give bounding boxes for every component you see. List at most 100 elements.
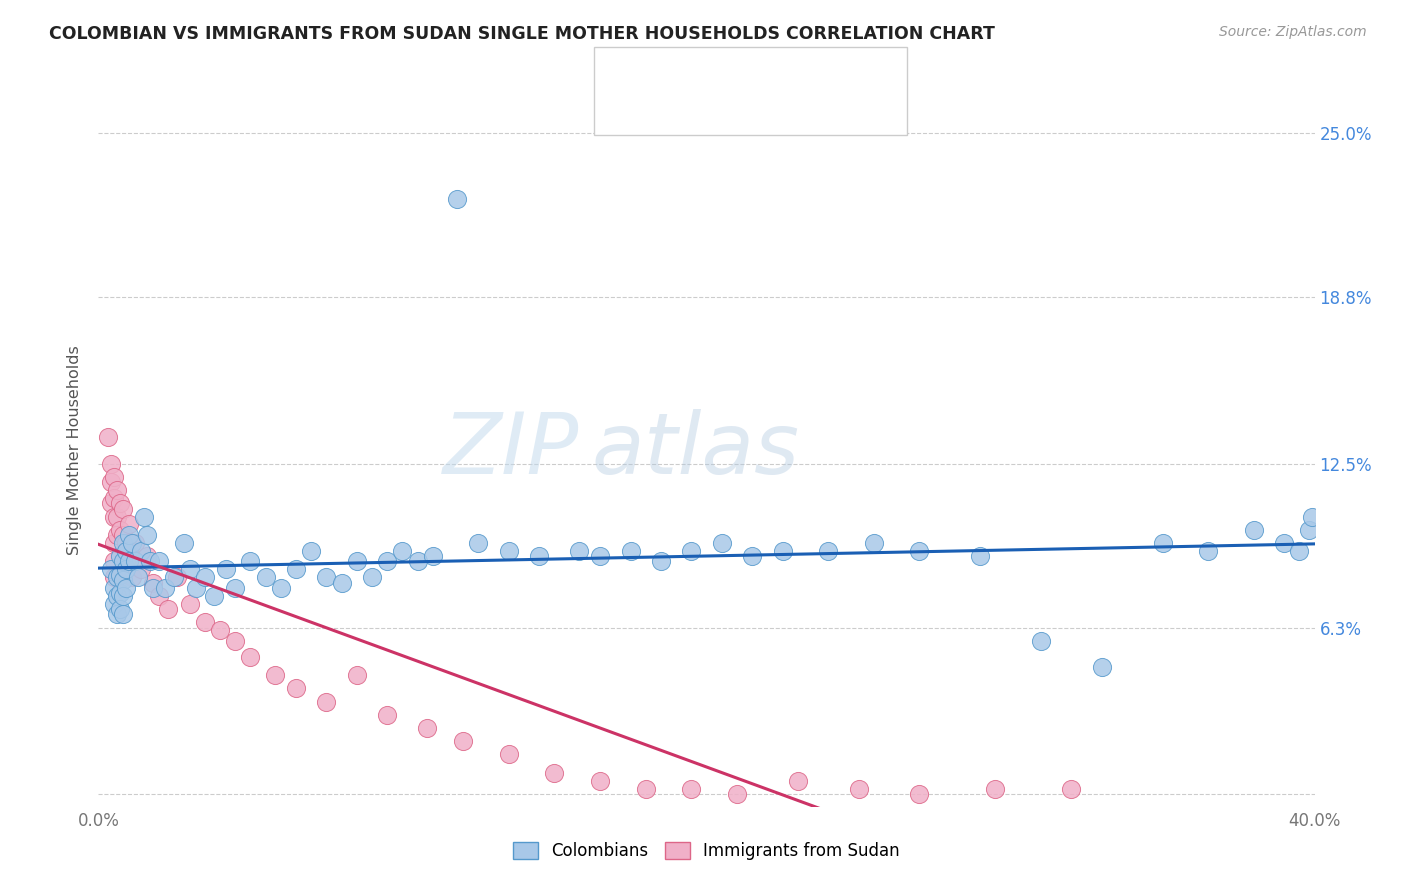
Point [1091, 660, 1114, 674]
Point [194, 570, 217, 584]
Point [529, 549, 551, 564]
Point [453, 734, 475, 748]
Point [224, 581, 246, 595]
Point [589, 773, 612, 788]
Point [108, 586, 131, 600]
Point [114, 536, 136, 550]
Point [103, 491, 125, 505]
Point [1301, 509, 1323, 524]
Point [139, 554, 162, 568]
Point [111, 589, 134, 603]
Point [100, 562, 122, 576]
Point [772, 544, 794, 558]
Point [406, 554, 429, 568]
Point [969, 549, 991, 564]
Point [111, 536, 134, 550]
Point [148, 589, 170, 603]
Point [681, 544, 703, 558]
Point [100, 496, 122, 510]
Point [375, 707, 398, 722]
Point [100, 457, 122, 471]
Point [142, 575, 165, 590]
Point [215, 562, 238, 576]
Point [105, 483, 128, 497]
Point [111, 607, 134, 622]
Text: 53: 53 [849, 103, 875, 121]
Point [862, 536, 884, 550]
Text: -0.320: -0.320 [707, 103, 772, 121]
Point [209, 623, 232, 637]
Point [848, 781, 870, 796]
Point [129, 544, 152, 558]
Point [416, 721, 439, 735]
Point [111, 554, 134, 568]
Point [148, 554, 170, 568]
Point [270, 581, 292, 595]
Point [1029, 633, 1052, 648]
Point [908, 544, 931, 558]
Text: COLOMBIAN VS IMMIGRANTS FROM SUDAN SINGLE MOTHER HOUSEHOLDS CORRELATION CHART: COLOMBIAN VS IMMIGRANTS FROM SUDAN SINGL… [49, 25, 995, 43]
Point [422, 549, 444, 564]
Point [194, 615, 217, 630]
Point [741, 549, 763, 564]
Bar [603, 54, 640, 84]
Point [239, 554, 262, 568]
Point [817, 544, 839, 558]
Point [346, 554, 368, 568]
Point [634, 781, 657, 796]
Point [114, 544, 136, 558]
Point [124, 536, 146, 550]
Point [121, 570, 143, 584]
Point [124, 554, 146, 568]
Point [710, 536, 733, 550]
Point [239, 649, 262, 664]
Point [589, 549, 612, 564]
Point [103, 554, 125, 568]
Point [132, 509, 155, 524]
Point [346, 668, 368, 682]
Point [375, 554, 398, 568]
Text: R =: R = [652, 60, 690, 78]
Point [908, 787, 931, 801]
Point [114, 562, 136, 576]
Point [111, 554, 134, 568]
Point [179, 562, 201, 576]
Point [103, 470, 125, 484]
Point [108, 496, 131, 510]
Point [391, 544, 413, 558]
Point [136, 549, 159, 564]
Point [1298, 523, 1320, 537]
Point [105, 589, 128, 603]
Point [315, 694, 337, 708]
Point [118, 517, 141, 532]
Point [568, 544, 591, 558]
Point [108, 567, 131, 582]
Point [224, 633, 246, 648]
Text: 0.162: 0.162 [707, 60, 763, 78]
Point [254, 570, 277, 584]
Point [173, 536, 195, 550]
Point [446, 193, 468, 207]
Point [157, 602, 180, 616]
Point [108, 549, 131, 564]
Text: N =: N = [797, 103, 838, 121]
Point [100, 475, 122, 490]
Point [498, 544, 520, 558]
Point [118, 544, 141, 558]
Point [111, 501, 134, 516]
Text: Source: ZipAtlas.com: Source: ZipAtlas.com [1219, 25, 1367, 39]
Point [498, 747, 520, 762]
Point [108, 602, 131, 616]
Point [166, 570, 188, 584]
FancyBboxPatch shape [593, 47, 907, 136]
Point [103, 581, 125, 595]
Point [1197, 544, 1219, 558]
Point [163, 570, 186, 584]
Point [299, 544, 322, 558]
Point [330, 575, 353, 590]
Point [129, 562, 152, 576]
Point [111, 573, 134, 587]
Text: 76: 76 [837, 60, 862, 78]
Point [361, 570, 384, 584]
Point [155, 581, 177, 595]
